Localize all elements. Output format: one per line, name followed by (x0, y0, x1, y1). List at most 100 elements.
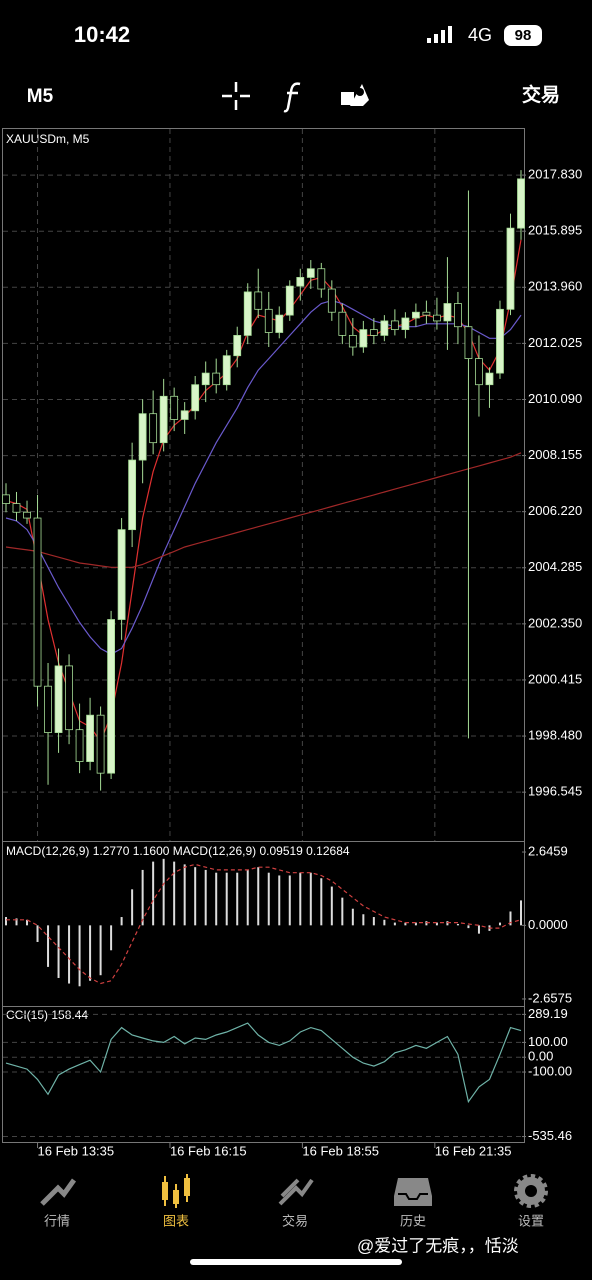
candle-body (496, 308, 504, 374)
candle-body (475, 358, 483, 386)
macd-bar (299, 872, 302, 926)
macd-bar (236, 872, 239, 926)
macd-bar (78, 925, 81, 987)
trade-button[interactable]: 交易 (522, 83, 560, 106)
candle-body (369, 329, 378, 336)
macd-bar (215, 872, 218, 926)
macd-bar (320, 878, 323, 926)
candle-body (317, 268, 326, 290)
battery-level: 98 (515, 27, 532, 44)
candle-body (422, 311, 431, 316)
home-indicator (190, 1259, 402, 1265)
macd-bar (435, 922, 438, 926)
moving-average (5, 452, 522, 568)
macd-bar (26, 919, 29, 926)
nav-chart-icon[interactable] (162, 1174, 190, 1208)
macd-bar (110, 925, 113, 951)
signal-icon (427, 26, 452, 43)
macd-bar (99, 925, 102, 976)
candle-body (33, 517, 42, 687)
indicators-button[interactable] (283, 82, 301, 113)
candle-body (506, 227, 515, 310)
x-tick-label: 16 Feb 13:35 (38, 1143, 115, 1158)
candle-body (401, 317, 410, 331)
y-tick-label: 2013.960 (528, 279, 582, 294)
macd-bar (425, 921, 428, 926)
macd-bar (309, 872, 312, 926)
candle-body (464, 326, 473, 360)
candle-body (359, 329, 368, 348)
candle-body (201, 372, 210, 386)
y-tick-label: 2017.830 (528, 167, 582, 182)
macd-bar (520, 900, 522, 926)
macd-bar (477, 925, 480, 934)
candle-body (180, 410, 189, 420)
candle-body (86, 714, 94, 762)
symbol-label: XAUUSDm, M5 (6, 132, 90, 146)
macd-bar (509, 911, 512, 926)
macd-bar (141, 869, 144, 926)
nav-label[interactable]: 历史 (400, 1213, 426, 1228)
candle-body (222, 355, 231, 386)
macd-bar (183, 864, 186, 926)
y-tick-label: 1996.545 (528, 784, 582, 799)
watermark: @爱过了无痕，，恬淡 (357, 1236, 519, 1255)
candle-body (44, 685, 52, 733)
nav-label[interactable]: 交易 (282, 1213, 308, 1228)
macd-bar (131, 889, 134, 926)
macd-bar (162, 858, 165, 926)
candle-body (96, 714, 105, 774)
macd-bar (225, 872, 228, 926)
nav-label[interactable]: 设置 (518, 1213, 544, 1228)
macd-label: MACD(12,26,9) 1.2770 1.1600 MACD(12,26,9… (6, 844, 350, 858)
macd-bar (404, 922, 407, 926)
candle-body (517, 178, 525, 229)
macd-bar (414, 922, 417, 926)
y-tick-label: 0.00 (528, 1049, 553, 1064)
candle-body (12, 503, 21, 513)
candle-body (212, 372, 221, 386)
macd-bar (456, 923, 459, 926)
candle-body (159, 395, 168, 444)
y-tick-label: 2010.090 (528, 391, 582, 406)
nav-label[interactable]: 图表 (163, 1213, 189, 1228)
cci-label: CCI(15) 158.44 (6, 1008, 88, 1022)
candle-body (411, 311, 420, 319)
nav-trade-icon[interactable] (278, 1178, 314, 1206)
macd-bar (257, 867, 260, 926)
macd-bar (204, 869, 207, 926)
y-tick-label: -100.00 (528, 1063, 572, 1078)
macd-bar (278, 875, 281, 926)
macd-bar (152, 861, 155, 926)
candle-body (107, 619, 116, 774)
macd-bar (15, 918, 18, 926)
y-tick-label: 289.19 (528, 1006, 568, 1021)
objects-button[interactable] (341, 84, 369, 106)
macd-bar (267, 872, 270, 926)
candle-body (117, 529, 126, 620)
candle-body (433, 314, 441, 322)
nav-history-icon[interactable] (394, 1178, 432, 1206)
macd-bar (57, 925, 60, 978)
nav-settings-icon[interactable] (514, 1174, 548, 1208)
candle-body (285, 285, 294, 316)
timeframe-button[interactable]: M5 (27, 86, 54, 107)
nav-label[interactable]: 行情 (44, 1213, 70, 1228)
macd-bar (89, 925, 92, 981)
moving-average (5, 299, 522, 655)
crosshair-button[interactable] (222, 82, 250, 110)
candle-body (23, 511, 31, 519)
candle-body (138, 413, 147, 461)
candle-body (75, 729, 84, 762)
nav-quotes-icon[interactable] (40, 1178, 77, 1206)
candle-body (327, 288, 336, 313)
y-tick-label: 2012.025 (528, 335, 582, 350)
x-tick-label: 16 Feb 16:15 (170, 1143, 247, 1158)
macd-bar (362, 914, 365, 926)
candle-body (170, 395, 179, 420)
macd-bar (467, 925, 470, 929)
macd-signal-line (6, 863, 522, 985)
y-tick-label: 2004.285 (528, 559, 582, 574)
